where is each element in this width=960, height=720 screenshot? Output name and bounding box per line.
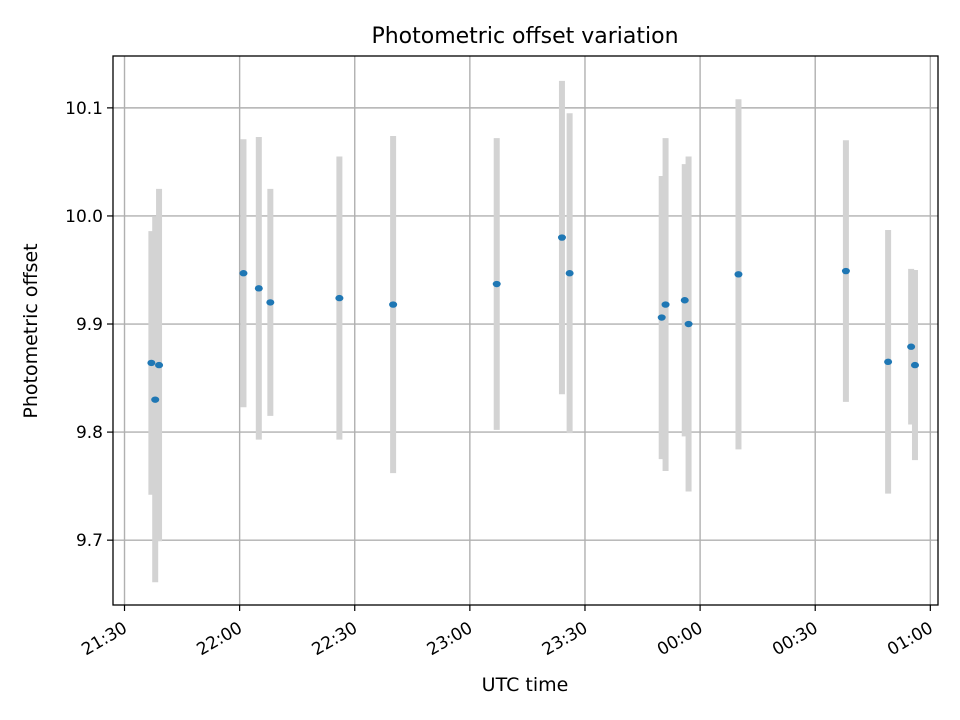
data-point [657,314,666,321]
data-point [492,280,501,288]
data-point [335,294,344,302]
x-tick-label: 23:30 [539,618,591,660]
x-tick-label: 22:30 [309,618,361,660]
y-tick-label: 9.8 [76,423,103,443]
data-point [557,234,566,241]
plot-frame [112,55,939,606]
data-point [389,301,398,308]
grid-layer [113,56,938,605]
data-point [910,361,919,369]
tick-layer: 21:30 22:00 22:30 23:00 23:30 00:00 00:30 01:00… [65,99,936,660]
data-point [884,358,893,366]
point-layer [147,234,919,403]
x-tick-label: 00:30 [769,618,821,660]
x-tick-label: 00:00 [654,618,706,660]
data-point [254,285,263,292]
data-point [565,270,574,277]
y-tick-label: 9.9 [76,315,103,335]
x-tick-label: 23:00 [424,618,476,660]
y-tick-label: 9.7 [76,531,103,551]
data-point [680,297,689,304]
data-point [841,267,850,275]
errorbar-layer [148,80,918,583]
data-point [239,270,248,277]
x-tick-label: 22:00 [193,618,245,660]
x-tick-label: 01:00 [884,618,936,660]
x-tick-label: 21:30 [78,618,130,660]
data-point [907,343,916,350]
y-tick-label: 10.0 [65,207,103,227]
y-axis-label: Photometric offset [20,243,42,418]
data-point [734,271,743,278]
y-tick-label: 10.1 [65,99,103,119]
data-point [661,301,670,308]
data-point [684,320,693,328]
data-point [266,299,275,306]
x-axis-label: UTC time [482,674,569,696]
data-point [155,361,164,369]
data-point [147,359,156,367]
data-point [151,396,160,403]
chart-title: Photometric offset variation [371,24,678,49]
